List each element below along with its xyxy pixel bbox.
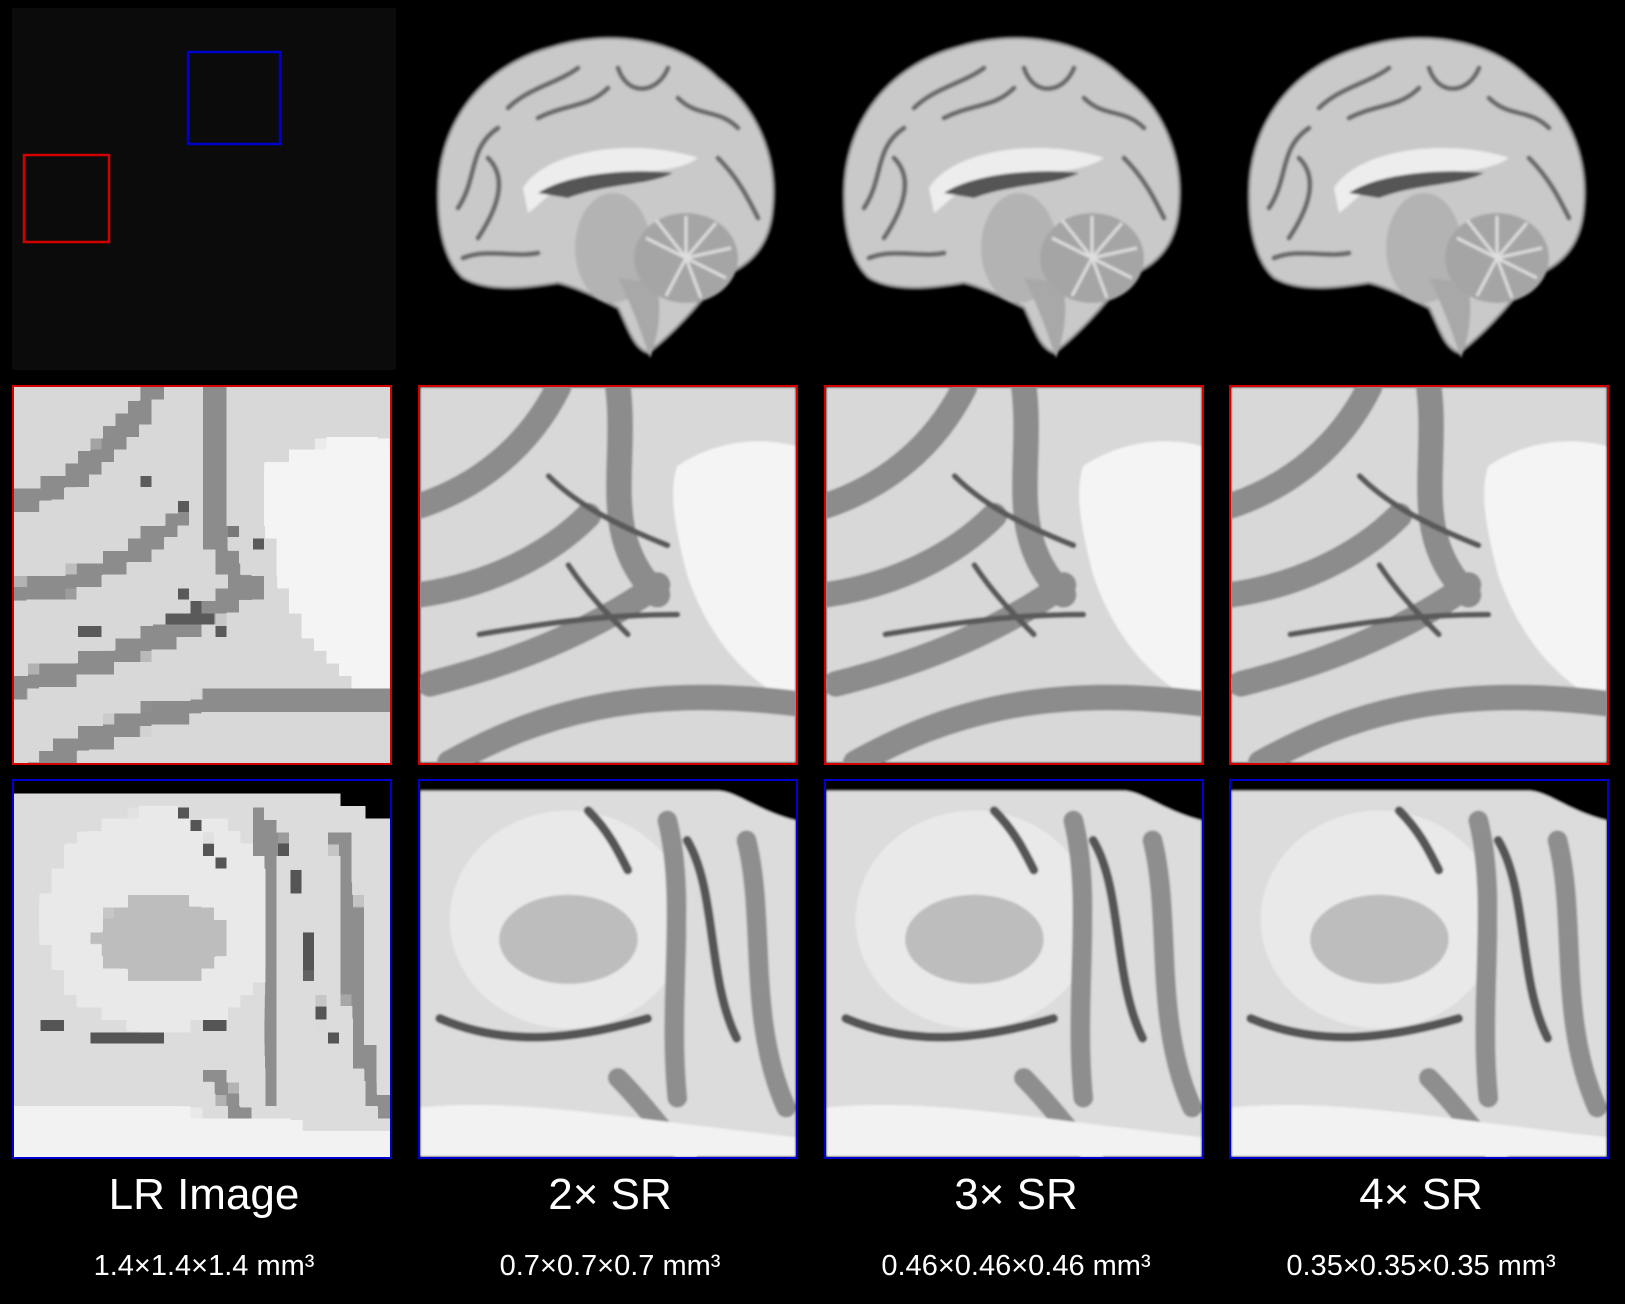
blue-roi-zoom-4x (1229, 779, 1609, 1159)
blue-roi-marker (186, 50, 282, 146)
resolution-label: 0.46×0.46×0.46 mm³ (881, 1250, 1151, 1282)
brain-overview-2x (418, 8, 802, 370)
column-title: LR Image (108, 1170, 300, 1219)
brain-overview-lr (12, 8, 396, 370)
red-roi-image (14, 387, 390, 763)
brain-overview-4x (1229, 8, 1613, 370)
column-3x-sr: 3× SR 0.46×0.46×0.46 mm³ (824, 0, 1208, 1304)
blue-roi-image (14, 781, 390, 1157)
red-roi-image (420, 387, 796, 763)
brain-slice-image (22, 8, 396, 370)
column-title: 3× SR (954, 1170, 1078, 1219)
red-roi-image (1231, 387, 1607, 763)
column-2x-sr: 2× SR 0.7×0.7×0.7 mm³ (418, 0, 802, 1304)
blue-roi-image (1231, 781, 1607, 1157)
red-roi-image (826, 387, 1202, 763)
resolution-label: 0.35×0.35×0.35 mm³ (1286, 1250, 1556, 1282)
brain-slice-image (418, 8, 802, 370)
brain-overview-3x (824, 8, 1208, 370)
column-title: 2× SR (548, 1170, 672, 1219)
blue-roi-zoom-lr (12, 779, 392, 1159)
resolution-label: 0.7×0.7×0.7 mm³ (499, 1250, 721, 1282)
blue-roi-zoom-3x (824, 779, 1204, 1159)
column-lr-image: LR Image 1.4×1.4×1.4 mm³ (12, 0, 396, 1304)
column-title: 4× SR (1359, 1170, 1483, 1219)
blue-roi-image (420, 781, 796, 1157)
red-roi-zoom-lr (12, 385, 392, 765)
red-roi-zoom-2x (418, 385, 798, 765)
brain-slice-image (1229, 8, 1613, 370)
blue-roi-image (826, 781, 1202, 1157)
brain-slice-image (824, 8, 1208, 370)
resolution-label: 1.4×1.4×1.4 mm³ (93, 1250, 315, 1282)
column-4x-sr: 4× SR 0.35×0.35×0.35 mm³ (1229, 0, 1613, 1304)
red-roi-marker (22, 153, 111, 244)
red-roi-zoom-4x (1229, 385, 1609, 765)
blue-roi-zoom-2x (418, 779, 798, 1159)
red-roi-zoom-3x (824, 385, 1204, 765)
